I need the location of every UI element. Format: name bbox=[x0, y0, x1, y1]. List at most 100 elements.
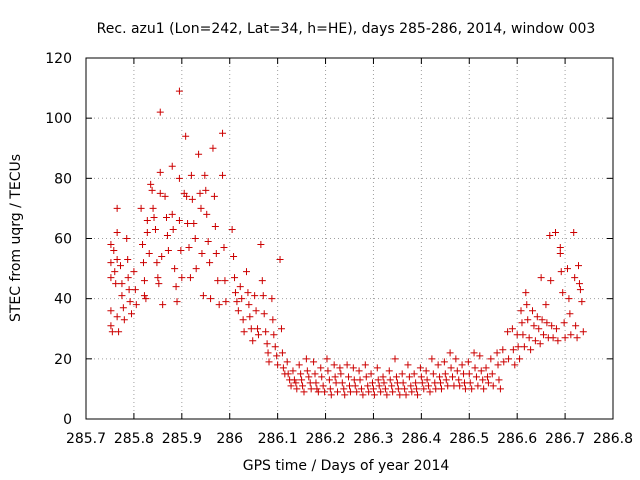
data-point bbox=[500, 358, 508, 366]
data-point bbox=[407, 382, 415, 390]
data-point bbox=[338, 379, 346, 387]
data-point bbox=[437, 385, 445, 393]
data-point bbox=[184, 219, 192, 227]
data-point bbox=[418, 379, 426, 387]
data-point bbox=[426, 388, 434, 396]
data-point bbox=[509, 346, 517, 354]
data-point bbox=[453, 367, 461, 375]
data-point bbox=[231, 289, 239, 297]
data-point bbox=[331, 373, 339, 381]
data-point bbox=[332, 379, 340, 387]
data-point bbox=[262, 328, 270, 336]
data-point bbox=[394, 385, 402, 393]
data-point bbox=[392, 373, 400, 381]
data-point bbox=[107, 259, 115, 267]
data-point bbox=[203, 210, 211, 218]
x-tick-label: 286.5 bbox=[449, 431, 489, 447]
data-point bbox=[571, 274, 579, 282]
data-point bbox=[230, 253, 238, 261]
data-point bbox=[458, 361, 466, 369]
data-point bbox=[567, 331, 575, 339]
data-point bbox=[518, 319, 526, 327]
data-point bbox=[341, 391, 349, 399]
data-point bbox=[380, 379, 388, 387]
data-point bbox=[163, 231, 171, 239]
data-point bbox=[221, 277, 229, 285]
data-point bbox=[365, 388, 373, 396]
data-point bbox=[259, 292, 267, 300]
data-point bbox=[175, 87, 183, 95]
data-point bbox=[246, 313, 254, 321]
data-point bbox=[399, 379, 407, 387]
data-point bbox=[177, 247, 185, 255]
data-point bbox=[254, 325, 262, 333]
data-point bbox=[182, 132, 190, 140]
data-point bbox=[156, 168, 164, 176]
data-point bbox=[188, 195, 196, 203]
data-point bbox=[140, 292, 148, 300]
data-point bbox=[572, 322, 580, 330]
data-point bbox=[468, 385, 476, 393]
data-point bbox=[264, 349, 272, 357]
data-point bbox=[494, 361, 502, 369]
data-point bbox=[557, 268, 565, 276]
data-point bbox=[578, 298, 586, 306]
data-point bbox=[312, 379, 320, 387]
data-point bbox=[437, 379, 445, 387]
data-point bbox=[489, 382, 497, 390]
data-point bbox=[533, 313, 541, 321]
data-point bbox=[447, 364, 455, 372]
data-point bbox=[254, 331, 262, 339]
data-point bbox=[263, 340, 271, 348]
data-point bbox=[207, 295, 215, 303]
data-point bbox=[156, 189, 164, 197]
data-point bbox=[268, 295, 276, 303]
data-point bbox=[561, 334, 569, 342]
data-point bbox=[520, 343, 528, 351]
data-point bbox=[388, 382, 396, 390]
data-point bbox=[535, 325, 543, 333]
data-point bbox=[417, 373, 425, 381]
data-point bbox=[337, 370, 345, 378]
data-point bbox=[471, 364, 479, 372]
data-point bbox=[287, 382, 295, 390]
data-point bbox=[265, 358, 273, 366]
data-point bbox=[573, 334, 581, 342]
data-point bbox=[504, 328, 512, 336]
data-point bbox=[303, 367, 311, 375]
data-point bbox=[234, 307, 242, 315]
data-point bbox=[381, 385, 389, 393]
data-point bbox=[233, 298, 241, 306]
data-point bbox=[292, 379, 300, 387]
data-point bbox=[289, 367, 297, 375]
data-point bbox=[362, 373, 370, 381]
data-point bbox=[549, 334, 557, 342]
data-point bbox=[175, 216, 183, 224]
data-point bbox=[542, 301, 550, 309]
data-point bbox=[276, 256, 284, 264]
data-point bbox=[477, 367, 485, 375]
data-point bbox=[327, 391, 335, 399]
data-point bbox=[271, 343, 279, 351]
x-tick-label: 285.8 bbox=[114, 431, 154, 447]
data-point bbox=[209, 144, 217, 152]
data-point bbox=[113, 313, 121, 321]
data-point bbox=[413, 385, 421, 393]
data-point bbox=[236, 283, 244, 291]
data-point bbox=[302, 355, 310, 363]
data-points bbox=[107, 87, 587, 399]
data-point bbox=[239, 316, 247, 324]
data-point bbox=[125, 286, 133, 294]
x-tick-label: 286.7 bbox=[545, 431, 585, 447]
data-point bbox=[527, 346, 535, 354]
data-point bbox=[183, 192, 191, 200]
data-point bbox=[408, 388, 416, 396]
data-point bbox=[113, 204, 121, 212]
data-point bbox=[514, 343, 522, 351]
data-point bbox=[554, 337, 562, 345]
data-point bbox=[295, 361, 303, 369]
x-tick-label: 286.2 bbox=[305, 431, 345, 447]
data-point bbox=[169, 225, 177, 233]
data-point bbox=[162, 213, 170, 221]
